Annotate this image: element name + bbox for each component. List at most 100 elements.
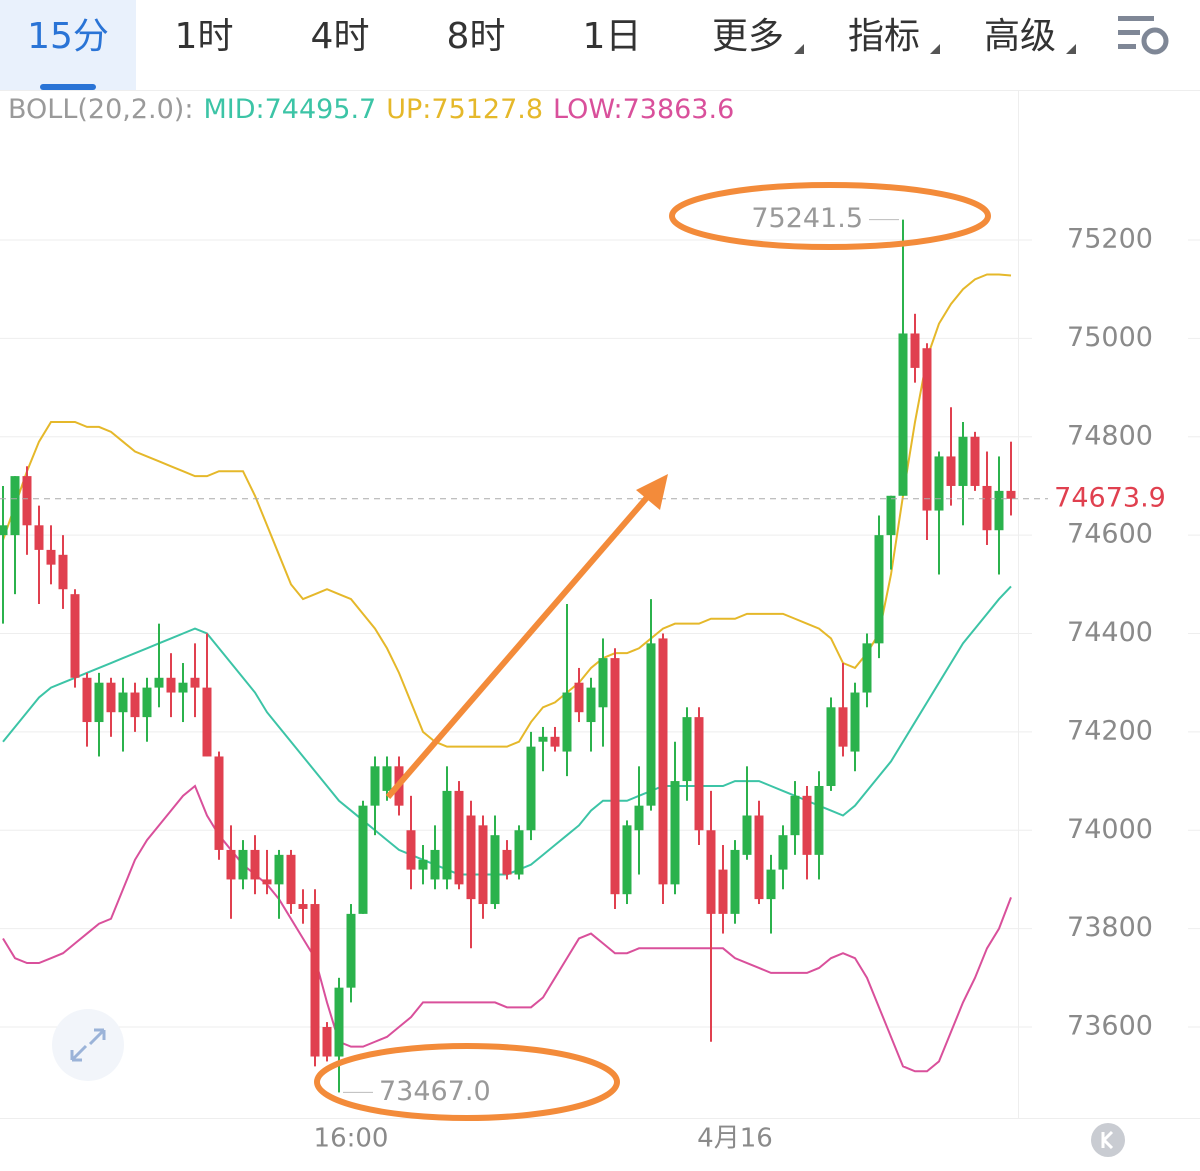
- candle-body: [346, 913, 356, 988]
- candle-body: [514, 830, 524, 875]
- y-tick-label: 74800: [1067, 420, 1153, 451]
- candle-body: [946, 456, 956, 486]
- candle-body: [490, 835, 500, 905]
- candle-body: [622, 825, 632, 895]
- candle-body: [814, 785, 824, 855]
- x-tick-label: 4月16: [697, 1124, 773, 1154]
- candle-body: [862, 643, 872, 693]
- candle-body: [574, 682, 584, 713]
- button-bg: [52, 1009, 124, 1081]
- candle-body: [610, 658, 620, 895]
- x-tick-label: 16:00: [314, 1124, 389, 1154]
- candle-body: [310, 904, 320, 1057]
- candle-body: [922, 348, 932, 511]
- last-price-label: 74673.9: [1054, 482, 1166, 513]
- candle-body: [58, 554, 68, 590]
- last-price-bg: [1050, 481, 1170, 516]
- boll-line: [2, 273, 1012, 748]
- candle-body: [358, 805, 368, 914]
- candle-body: [334, 987, 344, 1057]
- y-tick-label: 73800: [1067, 912, 1153, 943]
- candle-body: [874, 535, 884, 644]
- candle-body: [70, 594, 80, 678]
- candle-body: [646, 643, 656, 806]
- candle-body: [142, 687, 152, 718]
- candle-body: [730, 849, 740, 914]
- legend-entry: BOLL(20,2.0):: [8, 94, 193, 125]
- candle-body: [214, 756, 224, 850]
- candle-body: [658, 638, 668, 885]
- highlight-ellipse: [314, 1043, 620, 1121]
- timeframe-tab[interactable]: 指标: [848, 16, 920, 57]
- candle-body: [682, 717, 692, 782]
- dropdown-mark: [1066, 44, 1076, 54]
- candle-body: [466, 815, 476, 900]
- candle-body: [970, 436, 980, 486]
- candle-body: [274, 854, 284, 885]
- candle-body: [790, 795, 800, 836]
- y-tick-label: 74000: [1067, 814, 1153, 845]
- candle-body: [406, 830, 416, 870]
- candle-body: [562, 692, 572, 752]
- candle-body: [46, 549, 56, 565]
- candle-body: [826, 707, 836, 786]
- candle-body: [430, 849, 440, 880]
- candle-body: [958, 436, 968, 486]
- candle-body: [778, 835, 788, 870]
- legend-entry: LOW:73863.6: [553, 94, 734, 125]
- candle-body: [838, 707, 848, 747]
- legend-entry: MID:74495.7: [203, 94, 376, 125]
- candle-body: [250, 849, 260, 880]
- button-bg: [1091, 1123, 1125, 1157]
- timeframe-tab[interactable]: 4时: [311, 16, 370, 57]
- y-tick-label: 74600: [1067, 519, 1153, 550]
- candle-body: [454, 790, 464, 885]
- kline-button[interactable]: [1091, 1123, 1125, 1157]
- expand-glyph: [70, 1028, 106, 1062]
- candle-body: [982, 485, 992, 531]
- candle-body: [190, 677, 200, 688]
- timeframe-tab[interactable]: 8时: [447, 16, 506, 57]
- boll-line: [2, 784, 1012, 1073]
- candle-body: [802, 795, 812, 855]
- candle-body: [82, 677, 92, 723]
- candle-body: [286, 854, 296, 905]
- legend-entry: UP:75127.8: [386, 94, 543, 125]
- candle-body: [238, 849, 248, 880]
- candle-body: [706, 830, 716, 914]
- high-label: 75241.5: [751, 203, 863, 234]
- candle-body: [886, 495, 896, 536]
- candle-body: [0, 525, 8, 536]
- timeframe-tab[interactable]: 15分: [27, 16, 109, 57]
- candle-body: [526, 746, 536, 831]
- candle-body: [634, 805, 644, 831]
- candle-body: [118, 692, 128, 713]
- candle-body: [34, 525, 44, 550]
- candle-body: [898, 333, 908, 496]
- candle-body: [154, 677, 164, 688]
- settings-icon[interactable]: [1118, 16, 1169, 55]
- timeframe-tab[interactable]: 1时: [175, 16, 234, 57]
- candle-body: [202, 687, 212, 757]
- expand-button[interactable]: [52, 1009, 124, 1081]
- candle-body: [586, 687, 596, 723]
- highlight-ellipse: [669, 182, 991, 250]
- candle-body: [94, 682, 104, 723]
- icon-gear: [1141, 27, 1169, 55]
- plot: 73600 73800 74000 74200 74400 74600 74800 75000…: [0, 203, 1200, 1154]
- candle-body: [502, 849, 512, 875]
- y-tick-label: 74200: [1067, 715, 1153, 746]
- low-label: 73467.0: [379, 1076, 491, 1107]
- timeframe-tab[interactable]: 1日: [583, 16, 642, 57]
- y-tick-label: 75000: [1067, 322, 1153, 353]
- candle-body: [166, 677, 176, 693]
- candle-body: [442, 790, 452, 880]
- timeframe-tab[interactable]: 高级: [984, 16, 1056, 57]
- candle-body: [106, 682, 116, 713]
- candle-body: [478, 825, 488, 905]
- candle-body: [262, 879, 272, 885]
- trend-arrow: [385, 492, 653, 799]
- indicator-legend: BOLL(20,2.0): MID:74495.7 UP:75127.8 LOW:73…: [8, 94, 734, 125]
- timeframe-tab[interactable]: 更多: [712, 16, 784, 57]
